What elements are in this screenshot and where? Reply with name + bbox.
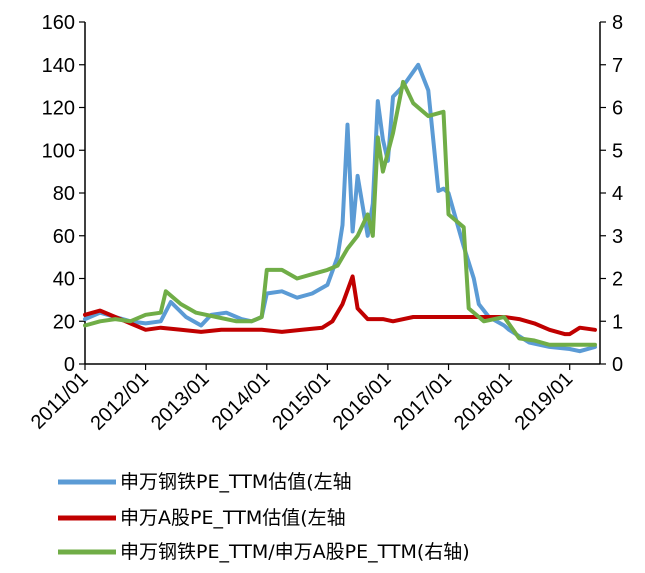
left-tick-label: 60 [53,226,75,248]
x-tick-label: 2011/01 [27,368,93,434]
left-tick-label: 20 [53,311,75,333]
right-tick-label: 0 [612,354,623,376]
x-tick-label: 2018/01 [450,368,517,435]
x-tick-label: 2014/01 [208,368,275,435]
x-tick-label: 2017/01 [389,368,456,435]
right-tick-label: 4 [612,183,623,205]
legend-label-1: 申万钢铁PE_TTM估值(左轴 [120,471,352,493]
right-tick-label: 6 [612,98,623,120]
series-line-1 [83,62,597,354]
right-tick-label: 5 [612,140,623,162]
legend-label-3: 申万钢铁PE_TTM/申万A股PE_TTM(右轴) [120,541,470,563]
right-tick-label: 7 [612,55,623,77]
left-tick-label: 0 [64,354,75,376]
series-line-2 [83,274,597,337]
x-tick-label: 2019/01 [511,368,578,435]
legend-label-2: 申万A股PE_TTM估值(左轴 [120,507,346,529]
right-tick-label: 1 [612,311,623,333]
left-tick-label: 100 [42,140,75,162]
left-tick-label: 140 [42,55,75,77]
right-tick-label: 3 [612,226,623,248]
x-tick-label: 2013/01 [147,368,214,435]
x-tick-label: 2015/01 [268,368,335,435]
left-tick-label: 120 [42,98,75,120]
right-tick-label: 2 [612,269,623,291]
left-tick-label: 80 [53,183,75,205]
left-tick-label: 40 [53,269,75,291]
series-line-3 [83,79,597,347]
x-tick-label: 2012/01 [86,368,153,435]
x-tick-label: 2016/01 [329,368,396,435]
right-tick-label: 8 [612,12,623,34]
left-tick-label: 160 [42,12,75,34]
